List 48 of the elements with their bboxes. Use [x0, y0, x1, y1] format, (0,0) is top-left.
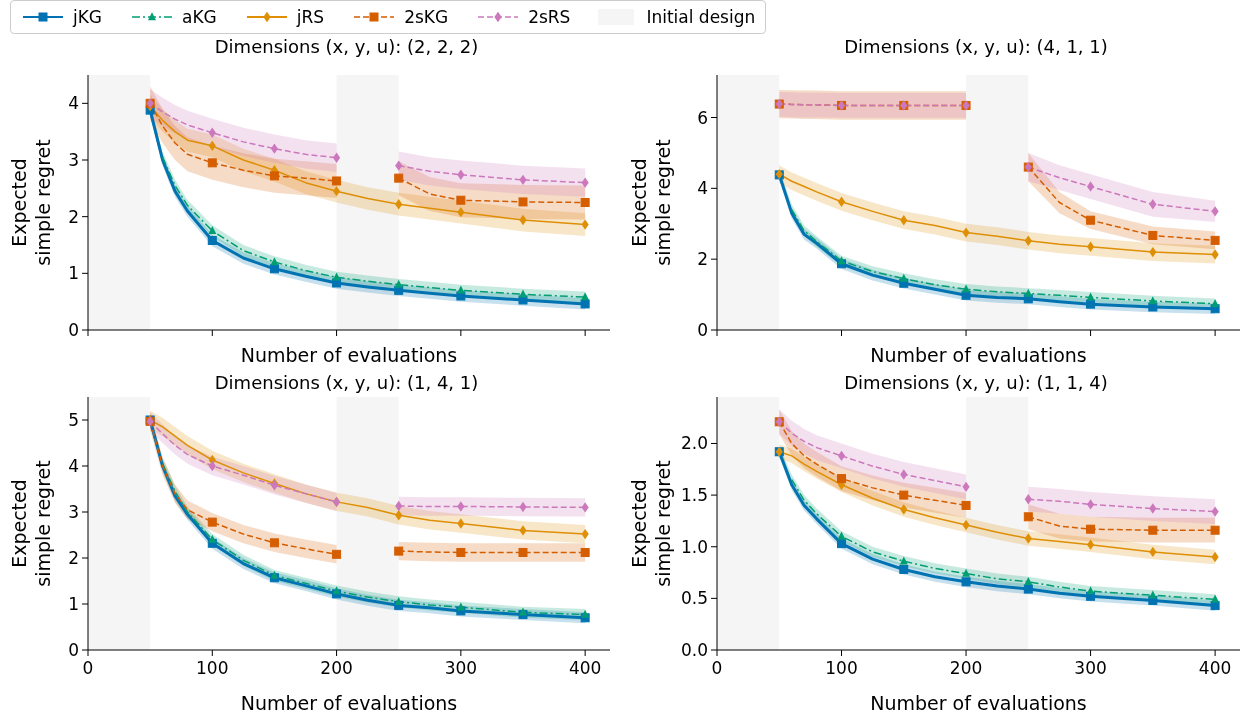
- legend-label: 2sKG: [404, 7, 449, 27]
- y-tick-label: 1.0: [680, 536, 708, 557]
- y-tick-label: 4: [68, 93, 79, 114]
- x-tick-label: 300: [1074, 658, 1107, 678]
- chart-title: Dimensions (x, y, u): (1, 1, 4): [843, 372, 1109, 393]
- y-tick-label: 0: [68, 640, 79, 660]
- y-tick-label: 2: [68, 206, 79, 227]
- x-tick-label: 400: [568, 658, 602, 678]
- x-tick-label: 100: [196, 658, 229, 678]
- y-tick-label: 0.5: [680, 588, 708, 609]
- y-tick-label: 2: [697, 249, 708, 270]
- y-tick-label: 1.5: [680, 485, 708, 506]
- y-axis-title: Expected simple regret: [628, 139, 674, 266]
- legend-label: jKG: [73, 7, 103, 27]
- chart-title: Dimensions (x, y, u): (1, 4, 1): [213, 372, 480, 393]
- chart-title: Dimensions (x, y, u): (2, 2, 2): [213, 36, 480, 57]
- x-axis-title: Number of evaluations: [240, 344, 458, 366]
- y-axis-title: Expected simple regret: [8, 460, 54, 587]
- y-axis-title: Expected simple regret: [8, 139, 54, 266]
- x-axis-title: Number of evaluations: [870, 344, 1087, 366]
- y-tick-label: 5: [68, 410, 79, 430]
- x-tick-label: 300: [444, 658, 478, 678]
- y-tick-label: 0.0: [680, 640, 708, 660]
- y-axis-title: Expected simple regret: [628, 460, 674, 587]
- legend-label: aKG: [182, 7, 217, 27]
- y-tick-label: 3: [68, 502, 79, 522]
- chart-title: Dimensions (x, y, u): (4, 1, 1): [843, 36, 1109, 57]
- legend-label: 2sRS: [528, 7, 571, 27]
- y-tick-label: 2.0: [680, 433, 708, 454]
- x-tick-label: 200: [949, 658, 983, 678]
- y-tick-label: 4: [68, 456, 79, 476]
- x-tick-label: 400: [1198, 658, 1232, 678]
- y-tick-label: 3: [68, 150, 79, 170]
- y-tick-label: 6: [697, 107, 708, 128]
- x-tick-label: 200: [320, 658, 353, 678]
- y-tick-label: 1: [68, 594, 79, 614]
- x-tick-label: 0: [711, 658, 723, 678]
- legend-label: Initial design: [646, 7, 756, 27]
- x-axis-title: Number of evaluations: [870, 692, 1087, 713]
- x-tick-label: 100: [825, 658, 858, 678]
- y-tick-label: 1: [68, 263, 79, 284]
- y-tick-label: 2: [68, 548, 79, 568]
- legend-label: jRS: [296, 7, 325, 27]
- x-tick-label: 0: [82, 658, 94, 678]
- y-tick-label: 0: [697, 320, 708, 340]
- y-tick-label: 0: [68, 320, 79, 340]
- x-axis-title: Number of evaluations: [240, 692, 458, 713]
- y-tick-label: 4: [697, 178, 708, 199]
